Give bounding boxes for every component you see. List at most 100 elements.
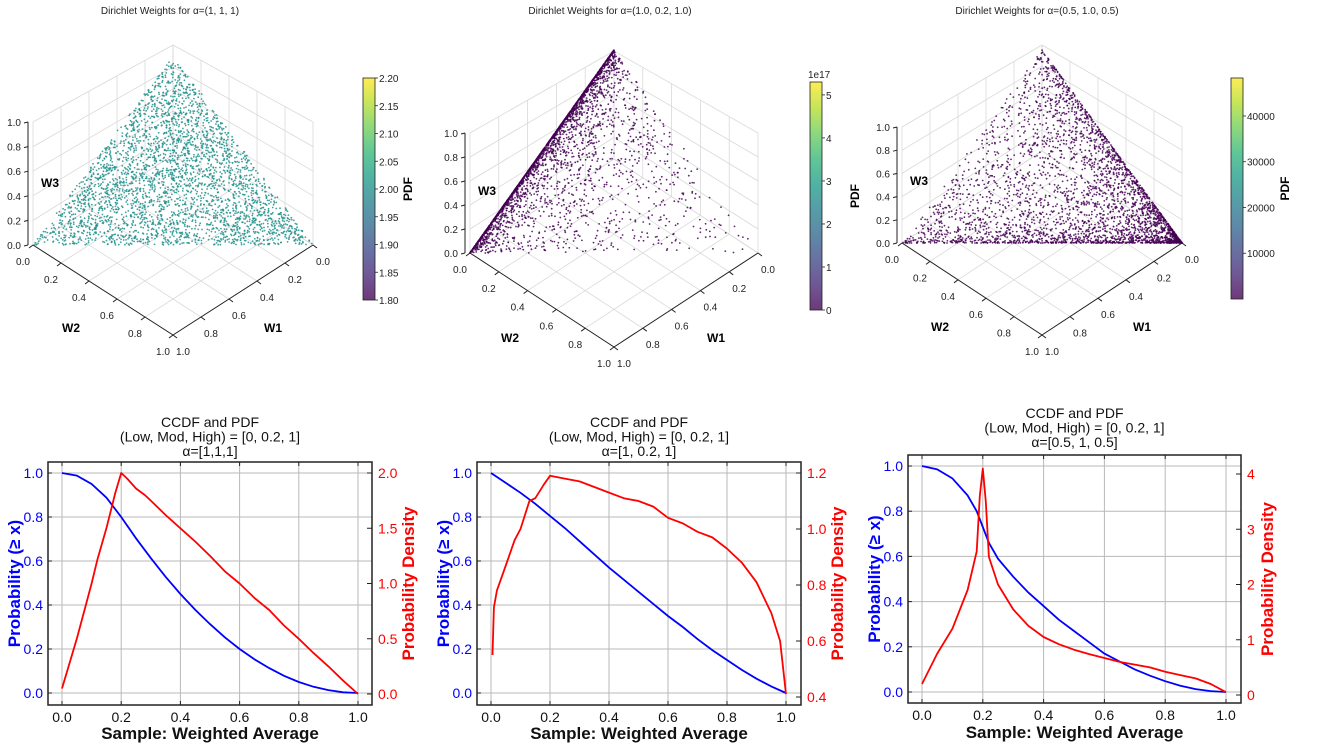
scatter-point bbox=[223, 170, 226, 172]
scatter-point bbox=[131, 136, 134, 139]
scatter-point bbox=[609, 185, 612, 188]
scatter-point bbox=[206, 112, 209, 114]
scatter-point bbox=[61, 220, 64, 222]
scatter-point bbox=[110, 207, 113, 210]
scatter-point bbox=[228, 241, 231, 243]
scatter-point bbox=[179, 134, 182, 137]
scatter-point bbox=[551, 240, 554, 243]
scatter-point bbox=[281, 226, 283, 229]
scatter-point bbox=[212, 133, 215, 136]
scatter-point bbox=[146, 233, 148, 235]
scatter-point bbox=[186, 163, 189, 166]
scatter-point bbox=[206, 140, 209, 142]
scatter-point bbox=[673, 171, 675, 174]
scatter-point bbox=[206, 149, 209, 152]
scatter-point bbox=[99, 154, 102, 157]
scatter-point bbox=[130, 203, 133, 205]
scatter-point bbox=[203, 194, 206, 197]
colorbar-label: PDF bbox=[401, 177, 415, 201]
scatter-point bbox=[192, 156, 195, 158]
scatter-point bbox=[163, 226, 166, 229]
scatter-point bbox=[181, 203, 184, 206]
scatter-point bbox=[56, 239, 59, 242]
scatter-point bbox=[134, 173, 136, 176]
scatter-point bbox=[629, 135, 632, 138]
scatter-point bbox=[136, 238, 138, 241]
scatter-point bbox=[143, 184, 146, 187]
wall-gridline bbox=[613, 158, 759, 254]
scatter-point bbox=[244, 197, 247, 200]
scatter-point bbox=[194, 241, 197, 244]
scatter-point bbox=[273, 237, 276, 240]
scatter-point bbox=[621, 172, 624, 175]
scatter-point bbox=[270, 193, 273, 196]
scatter-point bbox=[605, 89, 608, 91]
scatter-point bbox=[260, 242, 263, 245]
scatter-point bbox=[233, 238, 236, 240]
scatter-point bbox=[97, 162, 100, 164]
scatter-point bbox=[558, 197, 560, 200]
scatter-point bbox=[166, 238, 169, 241]
scatter-point bbox=[74, 188, 77, 191]
scatter-point bbox=[135, 107, 137, 110]
scatter-point bbox=[172, 99, 175, 101]
scatter-point bbox=[177, 80, 179, 82]
scatter-point bbox=[83, 194, 86, 197]
scatter-point bbox=[233, 240, 236, 243]
scatter-point bbox=[667, 145, 669, 148]
scatter-point bbox=[104, 151, 107, 154]
scatter-point bbox=[110, 235, 113, 238]
scatter-point bbox=[284, 235, 286, 238]
scatter-point bbox=[236, 223, 239, 226]
scatter-point bbox=[164, 153, 167, 156]
scatter-point bbox=[150, 200, 153, 203]
scatter-point bbox=[141, 195, 144, 198]
scatter-point bbox=[145, 168, 147, 171]
scatter-point bbox=[596, 229, 599, 232]
tick-mark bbox=[200, 316, 206, 321]
scatter-point bbox=[142, 190, 145, 193]
scatter-point bbox=[78, 185, 81, 188]
scatter-point bbox=[174, 85, 177, 88]
scatter-point bbox=[116, 129, 119, 132]
scatter-point bbox=[223, 145, 226, 147]
scatter-point bbox=[222, 209, 225, 212]
scatter-point bbox=[261, 185, 263, 188]
scatter-point bbox=[509, 202, 511, 205]
scatter-point bbox=[112, 173, 114, 176]
scatter-point bbox=[118, 190, 121, 192]
w1-tick-label: 0.0 bbox=[316, 257, 330, 268]
scatter-point bbox=[628, 73, 631, 75]
scatter-point bbox=[209, 204, 212, 207]
scatter-point bbox=[141, 220, 143, 223]
scatter-point bbox=[149, 144, 152, 147]
scatter-point bbox=[243, 232, 246, 235]
scatter-point bbox=[584, 250, 587, 252]
scatter-point bbox=[117, 206, 119, 209]
scatter-point bbox=[125, 195, 128, 197]
scatter-point bbox=[196, 103, 199, 106]
scatter-point bbox=[148, 240, 151, 243]
scatter-point bbox=[173, 177, 175, 180]
scatter-point bbox=[567, 222, 569, 225]
scatter-point bbox=[198, 170, 201, 172]
scatter-point bbox=[72, 217, 75, 220]
scatter-point bbox=[201, 130, 204, 133]
scatter-point bbox=[174, 203, 177, 206]
scatter-point bbox=[164, 200, 166, 203]
scatter-point bbox=[259, 225, 262, 228]
scatter-point bbox=[165, 72, 168, 74]
scatter-point bbox=[171, 132, 174, 135]
scatter-point bbox=[179, 89, 181, 92]
scatter-point bbox=[97, 185, 100, 188]
scatter-point bbox=[155, 108, 158, 110]
scatter-point bbox=[73, 202, 76, 205]
scatter-point bbox=[169, 173, 172, 176]
scatter-point bbox=[170, 95, 172, 98]
scatter-point bbox=[177, 141, 180, 144]
scatter-point bbox=[89, 184, 91, 187]
scatter-point bbox=[196, 233, 199, 235]
scatter-point bbox=[78, 224, 81, 227]
scatter-point bbox=[186, 207, 189, 209]
scatter-point bbox=[167, 130, 170, 133]
